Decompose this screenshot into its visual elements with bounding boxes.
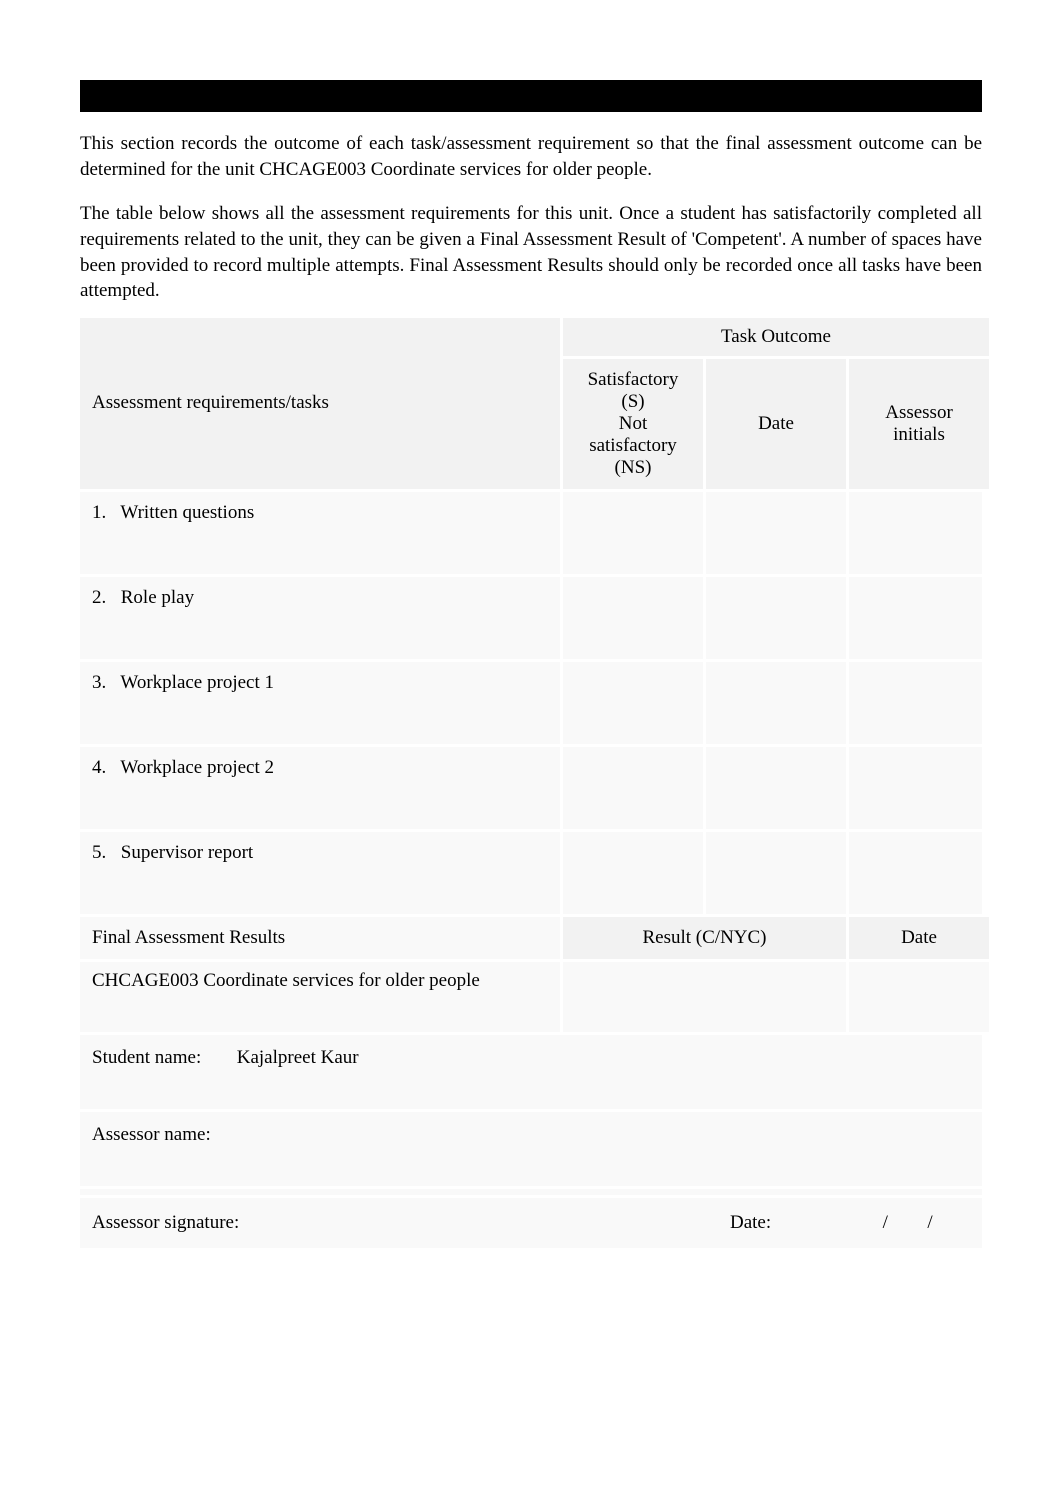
date-cell[interactable]	[706, 832, 846, 914]
redaction-bar	[80, 80, 982, 112]
unit-code-title: CHCAGE003 Coordinate services for older …	[80, 962, 560, 1032]
final-label: Final Assessment Results	[80, 917, 560, 959]
table-header: Assessment requirements/tasks Task Outco…	[80, 318, 982, 489]
header-tasks: Assessment requirements/tasks	[80, 318, 560, 489]
task-label: Written questions	[120, 502, 254, 523]
task-number: 1.	[92, 502, 116, 524]
task-label: Workplace project 1	[120, 672, 274, 693]
signature-row: Assessor signature: Date: / /	[80, 1198, 982, 1248]
satisfactory-cell[interactable]	[563, 747, 703, 829]
signature-date-label: Date:	[730, 1212, 810, 1234]
intro-paragraph-2: The table below shows all the assessment…	[80, 201, 982, 304]
table-row: 4. Workplace project 2	[80, 747, 982, 829]
task-cell: 5. Supervisor report	[80, 832, 560, 914]
header-initials-line: Assessor	[885, 402, 953, 424]
task-label: Supervisor report	[121, 842, 253, 863]
table-row: 2. Role play	[80, 577, 982, 659]
header-date: Date	[706, 359, 846, 489]
date-cell[interactable]	[706, 577, 846, 659]
task-cell: 2. Role play	[80, 577, 560, 659]
satisfactory-cell[interactable]	[563, 832, 703, 914]
page: This section records the outcome of each…	[0, 0, 1062, 1308]
task-label: Role play	[121, 587, 194, 608]
student-name-row: Student name: Kajalpreet Kaur	[80, 1035, 982, 1109]
final-header-row: Final Assessment Results Result (C/NYC) …	[80, 917, 982, 959]
table-row: 3. Workplace project 1	[80, 662, 982, 744]
assessor-name-row: Assessor name:	[80, 1112, 982, 1186]
initials-cell[interactable]	[849, 832, 989, 914]
task-number: 4.	[92, 757, 116, 779]
final-date-header: Date	[849, 917, 989, 959]
task-rows-container: 1. Written questions2. Role play3. Workp…	[80, 489, 982, 914]
date-cell[interactable]	[706, 662, 846, 744]
assessor-name-label: Assessor name:	[92, 1124, 232, 1146]
signature-label: Assessor signature:	[92, 1212, 730, 1234]
task-number: 3.	[92, 672, 116, 694]
task-number: 2.	[92, 587, 116, 609]
date-slash: /	[865, 1212, 905, 1234]
header-outcome-label: Task Outcome	[563, 318, 989, 356]
student-name-label: Student name:	[92, 1047, 232, 1069]
header-outcome-group: Task Outcome Satisfactory (S) Not satisf…	[563, 318, 989, 489]
header-sat-line: Satisfactory	[588, 369, 679, 390]
unit-row: CHCAGE003 Coordinate services for older …	[80, 962, 982, 1032]
unit-date-cell[interactable]	[849, 962, 989, 1032]
header-satisfactory: Satisfactory (S) Not satisfactory (NS)	[563, 359, 703, 489]
task-number: 5.	[92, 842, 116, 864]
date-cell[interactable]	[706, 492, 846, 574]
task-cell: 3. Workplace project 1	[80, 662, 560, 744]
task-label: Workplace project 2	[120, 757, 274, 778]
header-initials-line: initials	[893, 424, 945, 446]
task-cell: 4. Workplace project 2	[80, 747, 560, 829]
satisfactory-cell[interactable]	[563, 492, 703, 574]
unit-result-cell[interactable]	[563, 962, 846, 1032]
initials-cell[interactable]	[849, 492, 989, 574]
initials-cell[interactable]	[849, 577, 989, 659]
student-name-value: Kajalpreet Kaur	[237, 1047, 359, 1068]
satisfactory-cell[interactable]	[563, 577, 703, 659]
table-row: 1. Written questions	[80, 492, 982, 574]
initials-cell[interactable]	[849, 662, 989, 744]
header-initials: Assessor initials	[849, 359, 989, 489]
task-cell: 1. Written questions	[80, 492, 560, 574]
header-sat-line: (NS)	[615, 457, 652, 478]
header-subrow: Satisfactory (S) Not satisfactory (NS) D…	[563, 359, 989, 489]
signature-date-value[interactable]: / /	[810, 1212, 970, 1234]
final-result-header: Result (C/NYC)	[563, 917, 846, 959]
table-row: 5. Supervisor report	[80, 832, 982, 914]
initials-cell[interactable]	[849, 747, 989, 829]
date-cell[interactable]	[706, 747, 846, 829]
intro-paragraph-1: This section records the outcome of each…	[80, 131, 982, 182]
header-sat-line: satisfactory	[589, 435, 677, 456]
header-sat-line: Not	[619, 413, 648, 434]
date-slash: /	[910, 1212, 950, 1234]
satisfactory-cell[interactable]	[563, 662, 703, 744]
header-sat-line: (S)	[621, 391, 644, 412]
